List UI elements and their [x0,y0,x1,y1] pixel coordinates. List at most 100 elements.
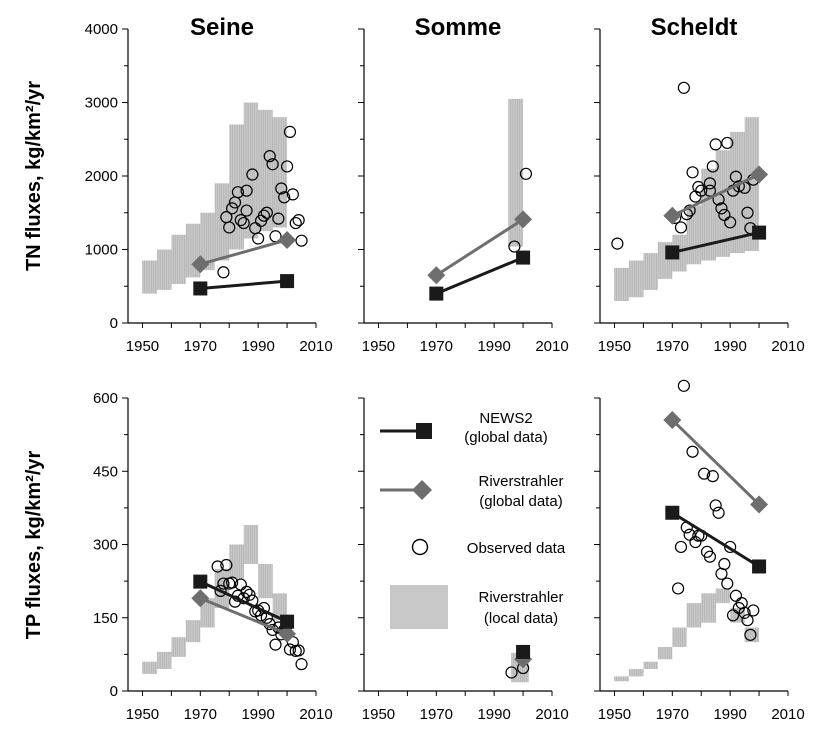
legend-news2-sublabel: (global data) [464,429,547,446]
panel-6-x-tick-label: 2010 [771,706,804,723]
legend-news2-marker [416,423,432,439]
legend-riverstrahler-local-swatch [390,585,448,629]
panel-2: 1950 1970 1990 2010 Somme [358,14,569,355]
panel-4-local-band [142,524,288,674]
tn-y-axis-label: TN fluxes, kg/km²/yr [23,81,45,271]
panel-1-riverstrahler-global-point [278,230,297,249]
panel-6-observed-point [703,550,717,563]
tp-y-axis-label: TP fluxes, kg/km²/yr [23,450,45,639]
panel-4-news2-point [193,574,208,589]
legend-item-riverstrahler-local: Riverstrahler (local data) [390,585,564,629]
panel-4-observed-point [295,658,308,671]
panel-1-observed-point [223,221,236,234]
panel-5-x-tick-label: 2010 [535,706,568,723]
panel-1-y-tick-label: 3000 [85,95,118,112]
panel-6-observed-point [698,467,711,480]
legend-riverstrahler-global-label: Riverstrahler [478,473,563,490]
panel-1-observed-point [278,191,291,204]
panel-4-riverstrahler-global-line [199,596,288,636]
panel-1-y-tick-label: 2000 [85,168,118,185]
legend-riverstrahler-local-sublabel: (local data) [484,610,558,627]
panel-6-observed-point [747,604,760,617]
legend-riverstrahler-global-sublabel: (global data) [479,493,562,510]
panel-1-observed-point [266,158,279,171]
panel-2-news2-point [516,250,531,265]
legend-observed-marker [411,538,429,556]
panel-1-x-tick-label: 2010 [299,338,332,355]
panel-3-observed-point [703,177,717,190]
panel-1-news2-point [193,281,208,296]
panel-3-riverstrahler-global-line [671,173,760,218]
panel-6-observed-point [738,606,751,619]
panel-3-news2-line [671,231,760,254]
panel-1-observed-point [240,184,253,197]
panel-3: 1950 1970 1990 2010 Scheldt [594,14,805,355]
panel-6-observed-point [674,540,688,554]
panel-1-observed-point [231,186,245,199]
panel-6-riverstrahler-global-line [671,418,761,506]
panel-4-observed-point [283,643,297,656]
panel-4-news2-line [199,580,288,624]
panel-1-observed-point [260,206,273,219]
panel-4-observed-point [240,585,253,598]
panel-1-x-tick-label: 1950 [126,338,159,355]
panel-6-observed-point [686,445,699,458]
panel-1-local-band [142,102,288,294]
panel-1-x-tick-label: 1990 [241,338,274,355]
panel-4: 0 150 300 450 600 1950 1970 1990 2010 [93,390,333,723]
panel-1-news2-point [280,274,295,289]
panel-1-observed-point [257,209,271,222]
panel-6-observed-point [721,577,734,590]
panel-4-observed-point [226,576,239,589]
panel-6-observed-point [709,499,722,512]
panel-1-observed-point [246,168,259,181]
panel-6-local-band [614,588,760,682]
panel-1: 0 1000 2000 3000 4000 1950 1970 1990 2010 Seine [85,14,333,355]
legend-news2-label: NEWS2 [479,410,532,427]
panel-3-riverstrahler-global-point [663,206,682,225]
panel-1-news2-line [200,279,288,290]
panel-1-y-tick-label: 1000 [85,242,118,259]
panel-3-x-tick-label: 1990 [713,338,746,355]
panel-1-observed-point [283,125,297,138]
panel-6-local-band-hatch [614,588,758,682]
panel-1-observed-point [289,216,302,230]
panel-6-news2-point [752,559,767,574]
panel-3-news2-point [752,225,767,240]
panel-6-x-tick-label: 1990 [713,706,746,723]
panel-3-observed-point [724,216,737,229]
panel-1-y-tick-label: 0 [110,315,118,332]
panel-6-news2-point [665,505,680,520]
panel-4-observed-point [269,638,282,651]
panel-3-observed-point [706,160,719,173]
legend-riverstrahler-local-label: Riverstrahler [478,589,563,606]
panel-1-riverstrahler-global-line [199,238,288,266]
panel-1-observed-point [295,234,308,247]
panel-6-x-tick-label: 1970 [656,706,689,723]
panel-4-news2-point [280,614,295,629]
panel-6-news2-line [671,511,760,568]
panel-4-y-tick-label: 300 [93,537,118,554]
legend-observed-label: Observed data [467,540,566,557]
panel-1-observed-point [252,232,265,245]
panel-2-news2-line [435,256,524,295]
panel-3-observed-point [611,237,624,250]
legend-riverstrahler-global-marker [412,480,432,500]
panel-1-observed-point [234,214,247,227]
panel-5-news2-point [516,644,531,659]
panel-6-observed-point [712,506,725,519]
panel-2-observed-point [519,167,533,180]
panel-6-observed-point [677,379,690,392]
panel-3-news2-point [665,245,680,260]
panel-4-riverstrahler-global-point [278,624,297,643]
legend-item-riverstrahler-global: Riverstrahler (global data) [380,473,564,510]
panel-4-observed-point [220,558,233,572]
panel-4-y-tick-label: 600 [93,390,118,407]
panel-1-observed-point [280,160,294,173]
panel-3-observed-point [692,180,705,194]
panel-3-observed-point [677,81,690,94]
panel-1-observed-point [217,266,230,279]
panel-1-observed-point [292,214,305,227]
